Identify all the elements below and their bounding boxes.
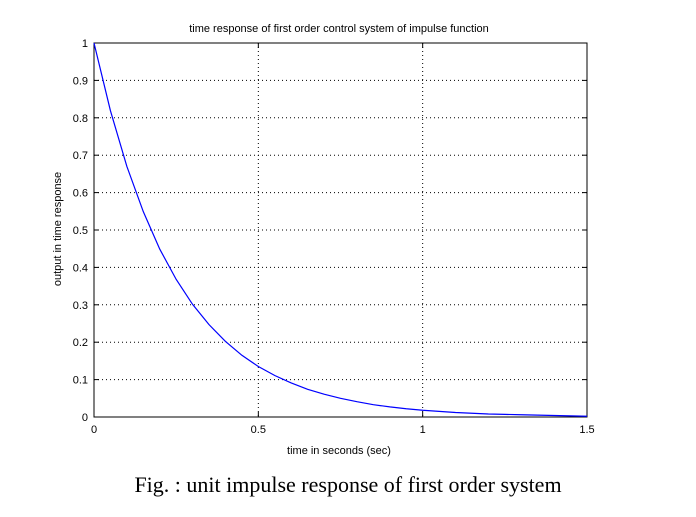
x-tick-label: 1 [420,424,426,436]
plot-area: 0 0.5 1 1.5 0 0.1 0.2 0.3 0.4 0.5 0.6 0.7 0.8 0.9 1 [73,38,595,436]
axes-box [93,42,588,418]
y-tick-label: 0.8 [73,113,88,125]
y-tick-label: 0.4 [73,262,88,274]
y-tick-label: 0 [82,412,88,424]
y-tick-label: 0.3 [73,300,88,312]
y-tick-label: 0.9 [73,75,88,87]
y-tick-label: 1 [82,38,88,50]
y-axis-label: output in time response [52,172,64,286]
x-tick-label: 0 [91,424,97,436]
y-tick-label: 0.6 [73,188,88,200]
figure-caption: Fig. : unit impulse response of first or… [134,472,562,497]
y-tick-label: 0.7 [73,150,88,162]
y-tick-label: 0.1 [73,375,88,387]
y-tick-label: 0.5 [73,225,88,237]
series-line [93,42,588,417]
x-axis-label: time in seconds (sec) [287,445,391,457]
x-tick-label: 1.5 [579,424,594,436]
y-tick-label: 0.2 [73,337,88,349]
chart-figure: time response of first order control sys… [52,23,595,457]
x-tick-label: 0.5 [251,424,266,436]
chart-title: time response of first order control sys… [189,23,489,35]
